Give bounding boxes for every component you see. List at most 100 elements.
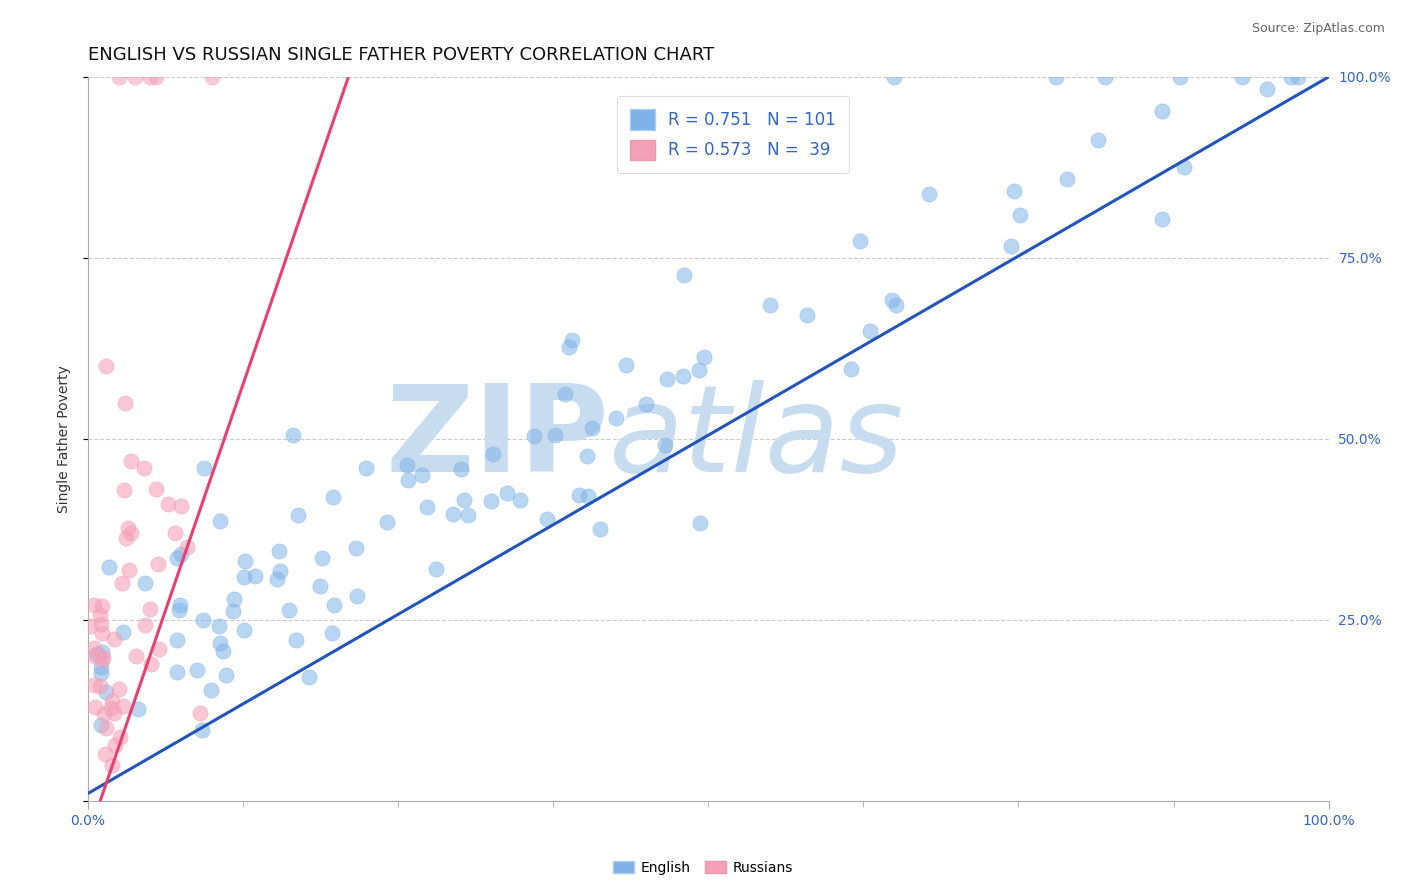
Point bbox=[91, 626, 114, 640]
Point bbox=[544, 428, 567, 442]
Point bbox=[1002, 184, 1025, 198]
Point bbox=[89, 679, 111, 693]
Point bbox=[145, 70, 167, 84]
Point bbox=[110, 730, 132, 744]
Point bbox=[266, 573, 288, 587]
Point bbox=[124, 70, 146, 84]
Point bbox=[98, 559, 121, 574]
Point bbox=[1094, 70, 1116, 84]
Point bbox=[322, 490, 344, 504]
Point bbox=[176, 541, 198, 555]
Point bbox=[457, 508, 479, 522]
Point bbox=[104, 739, 127, 753]
Point bbox=[114, 483, 136, 498]
Point bbox=[117, 521, 139, 535]
Point bbox=[396, 458, 419, 472]
Point bbox=[880, 293, 903, 308]
Point bbox=[112, 624, 135, 639]
Point bbox=[169, 598, 191, 612]
Point bbox=[1286, 70, 1309, 84]
Point bbox=[441, 507, 464, 521]
Point bbox=[416, 500, 439, 515]
Point bbox=[671, 369, 693, 384]
Point bbox=[346, 589, 368, 603]
Point bbox=[90, 645, 112, 659]
Point bbox=[120, 525, 142, 540]
Point bbox=[561, 333, 583, 347]
Point bbox=[208, 619, 231, 633]
Point bbox=[148, 642, 170, 657]
Point bbox=[344, 541, 367, 555]
Point bbox=[209, 636, 232, 650]
Point bbox=[495, 485, 517, 500]
Point bbox=[1150, 104, 1173, 119]
Point bbox=[1000, 238, 1022, 252]
Point bbox=[654, 437, 676, 451]
Point bbox=[859, 324, 882, 338]
Point bbox=[634, 397, 657, 411]
Point bbox=[321, 625, 343, 640]
Point bbox=[100, 693, 122, 707]
Point bbox=[323, 598, 346, 612]
Point bbox=[453, 492, 475, 507]
Point bbox=[114, 531, 136, 545]
Point bbox=[354, 460, 377, 475]
Point bbox=[688, 363, 710, 377]
Point bbox=[425, 562, 447, 576]
Point bbox=[1150, 211, 1173, 226]
Point bbox=[200, 683, 222, 698]
Point bbox=[1056, 171, 1078, 186]
Point bbox=[509, 492, 531, 507]
Point bbox=[163, 525, 186, 540]
Point bbox=[114, 395, 136, 409]
Point bbox=[1256, 82, 1278, 96]
Point bbox=[693, 350, 716, 364]
Point bbox=[83, 678, 105, 692]
Point bbox=[1168, 70, 1191, 84]
Point bbox=[212, 644, 235, 658]
Point bbox=[90, 665, 112, 680]
Point bbox=[849, 234, 872, 248]
Point bbox=[576, 490, 599, 504]
Point bbox=[166, 551, 188, 566]
Legend: R = 0.751   N = 101, R = 0.573   N =  39: R = 0.751 N = 101, R = 0.573 N = 39 bbox=[617, 96, 849, 173]
Point bbox=[191, 723, 214, 738]
Point bbox=[309, 579, 332, 593]
Point bbox=[450, 462, 472, 476]
Point bbox=[558, 340, 581, 354]
Point bbox=[125, 648, 148, 663]
Point bbox=[581, 421, 603, 435]
Point bbox=[83, 648, 105, 663]
Point bbox=[883, 70, 905, 84]
Legend: English, Russians: English, Russians bbox=[607, 855, 799, 880]
Point bbox=[191, 613, 214, 627]
Point bbox=[139, 657, 162, 671]
Point bbox=[188, 706, 211, 720]
Point bbox=[132, 460, 155, 475]
Point bbox=[554, 387, 576, 401]
Point bbox=[243, 569, 266, 583]
Point bbox=[523, 429, 546, 443]
Point bbox=[1281, 70, 1303, 84]
Point bbox=[134, 618, 156, 632]
Point bbox=[481, 447, 503, 461]
Point bbox=[208, 514, 231, 528]
Point bbox=[94, 721, 117, 735]
Point bbox=[311, 551, 333, 566]
Point bbox=[103, 632, 125, 647]
Text: Source: ZipAtlas.com: Source: ZipAtlas.com bbox=[1251, 22, 1385, 36]
Point bbox=[118, 563, 141, 577]
Point bbox=[605, 410, 627, 425]
Point bbox=[1087, 133, 1109, 147]
Point bbox=[90, 660, 112, 674]
Point bbox=[186, 663, 208, 677]
Point bbox=[93, 706, 115, 721]
Point bbox=[112, 698, 135, 713]
Point bbox=[884, 298, 907, 312]
Point bbox=[269, 543, 291, 558]
Point bbox=[100, 701, 122, 715]
Text: atlas: atlas bbox=[609, 380, 904, 498]
Point bbox=[283, 427, 305, 442]
Point bbox=[96, 685, 118, 699]
Point bbox=[375, 515, 398, 529]
